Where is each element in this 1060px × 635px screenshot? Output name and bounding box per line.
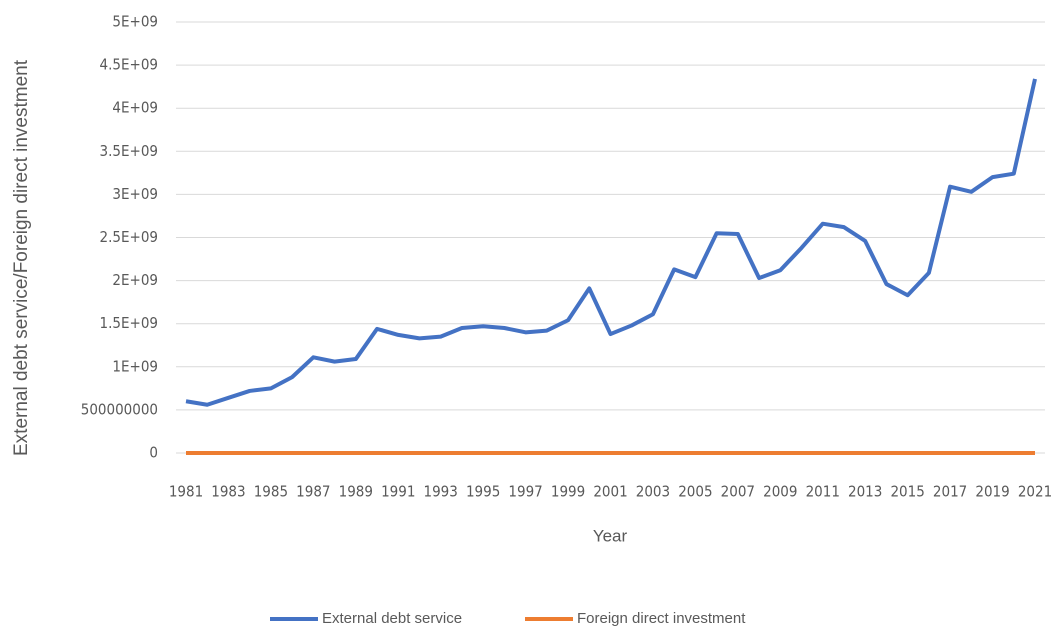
x-tick-label: 2011 — [806, 483, 840, 501]
x-tick-label: 2015 — [890, 483, 924, 501]
x-tick-label: 1999 — [551, 483, 585, 501]
y-tick-label: 0 — [149, 444, 158, 462]
x-tick-label: 1981 — [169, 483, 203, 501]
x-tick-label: 1987 — [296, 483, 330, 501]
x-tick-label: 2019 — [975, 483, 1009, 501]
y-tick-label: 3E+09 — [112, 185, 158, 203]
x-tick-label: 1993 — [424, 483, 458, 501]
y-tick-label: 2.5E+09 — [100, 228, 158, 246]
x-tick-label: 1985 — [254, 483, 288, 501]
x-tick-label: 1989 — [339, 483, 373, 501]
x-axis-title: Year — [593, 526, 628, 545]
y-tick-label: 500000000 — [81, 400, 158, 418]
data-line — [185, 78, 1037, 407]
x-tick-label: 2007 — [721, 483, 755, 501]
x-tick-label: 1991 — [381, 483, 415, 501]
x-tick-label: 2013 — [848, 483, 882, 501]
y-axis-title: External debt service/Foreign direct inv… — [11, 59, 32, 456]
x-tick-label: 1997 — [508, 483, 542, 501]
legend-label: External debt service — [322, 610, 462, 627]
x-tick-label: 2021 — [1018, 483, 1052, 501]
y-tick-label: 5E+09 — [112, 13, 158, 31]
y-tick-label: 4E+09 — [112, 99, 158, 117]
y-tick-label: 1E+09 — [112, 357, 158, 375]
x-tick-label: 2005 — [678, 483, 712, 501]
y-tick-label: 1.5E+09 — [100, 314, 158, 332]
x-tick-label: 2001 — [593, 483, 627, 501]
y-tick-label: 4.5E+09 — [100, 56, 158, 74]
y-tick-label: 3.5E+09 — [100, 142, 158, 160]
x-tick-label: 1995 — [466, 483, 500, 501]
x-tick-label: 2009 — [763, 483, 797, 501]
x-tick-label: 2017 — [933, 483, 967, 501]
y-tick-label: 2E+09 — [112, 271, 158, 289]
x-tick-label: 1983 — [211, 483, 245, 501]
legend-label: Foreign direct investment — [577, 610, 746, 627]
x-tick-label: 2003 — [636, 483, 670, 501]
